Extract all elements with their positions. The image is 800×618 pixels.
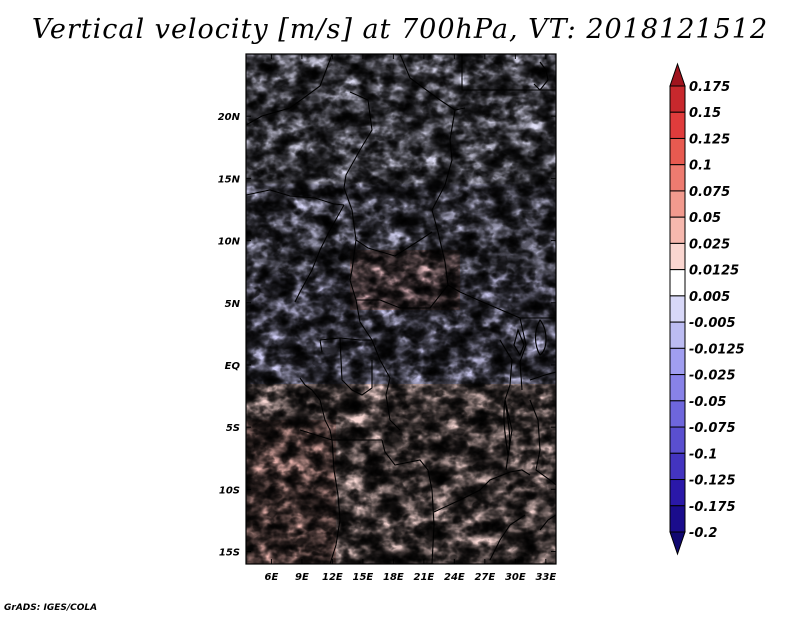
colorbar-swatch: [669, 347, 686, 376]
colorbar-swatch: [669, 164, 686, 192]
colorbar-swatch: [669, 479, 686, 507]
x-tick-label: 33E: [535, 572, 556, 583]
map-title: Vertical velocity [m/s] at 700hPa, VT: 2…: [31, 14, 769, 45]
colorbar: 0.175 0.15 0.125 0.1 0.075 0.05 0.025 0.0125 0.0…: [669, 62, 745, 556]
vertical-velocity-field: [246, 54, 556, 564]
colorbar-label: 0.1: [689, 159, 712, 174]
colorbar-label: 0.075: [689, 185, 730, 200]
y-tick-label: 10N: [218, 237, 241, 248]
colorbar-label: 0.025: [689, 237, 730, 252]
country-borders: [246, 54, 556, 564]
colorbar-label: 0.15: [689, 106, 721, 121]
y-tick-label: 15N: [218, 174, 241, 185]
y-tick-label: EQ: [225, 361, 241, 372]
colorbar-label: -0.1: [689, 447, 717, 462]
colorbar-swatch: [669, 216, 686, 244]
x-tick-label: 30E: [505, 572, 526, 583]
colorbar-label: -0.125: [689, 474, 736, 489]
colorbar-label: -0.005: [689, 316, 736, 331]
colorbar-swatch: [669, 137, 686, 166]
grads-credit: GrADS: IGES/COLA: [4, 603, 98, 613]
y-tick-label: 5S: [226, 423, 240, 434]
colorbar-label: -0.2: [689, 526, 717, 541]
colorbar-swatch: [669, 452, 686, 481]
x-tick-label: 6E: [265, 572, 279, 583]
x-tick-label: 15E: [353, 572, 374, 583]
colorbar-swatch: [669, 400, 686, 428]
colorbar-swatch: [669, 269, 686, 297]
x-tick-label: 27E: [474, 572, 495, 583]
y-tick-label: 15S: [219, 548, 240, 559]
y-tick-label: 20N: [218, 112, 241, 123]
colorbar-label: -0.075: [689, 421, 736, 436]
x-tick-label: 21E: [413, 572, 434, 583]
x-tick-label: 12E: [322, 572, 343, 583]
colorbar-label: -0.05: [689, 395, 726, 410]
colorbar-swatch: [669, 242, 686, 271]
colorbar-label: 0.005: [689, 290, 730, 305]
colorbar-swatch: [669, 295, 686, 323]
colorbar-swatch: [669, 190, 686, 218]
colorbar-bottom-arrow: [669, 531, 686, 556]
colorbar-swatch: [669, 374, 686, 402]
colorbar-label: 0.175: [689, 80, 730, 95]
colorbar-swatch: [669, 111, 686, 139]
map-axes: 6E 9E 12E 15E 18E 21E 24E 27E 30E 33E 20N 15N 10N 5N E…: [218, 54, 556, 583]
y-tick-label: 5N: [225, 299, 241, 310]
x-tick-label: 18E: [383, 572, 404, 583]
colorbar-label: -0.175: [689, 500, 736, 515]
colorbar-swatch: [669, 321, 686, 349]
x-tick-label: 24E: [444, 572, 465, 583]
lakes: [503, 61, 549, 456]
map-frame: [245, 53, 557, 565]
colorbar-label: 0.125: [689, 132, 730, 147]
colorbar-swatch: [669, 85, 686, 113]
colorbar-swatch: [669, 426, 686, 454]
x-tick-label: 9E: [295, 572, 309, 583]
colorbar-label: 0.0125: [689, 264, 739, 279]
y-tick-label: 10S: [219, 485, 240, 496]
colorbar-top-arrow: [669, 62, 686, 87]
colorbar-label: -0.0125: [689, 342, 745, 357]
colorbar-swatch: [669, 505, 686, 533]
colorbar-label: -0.025: [689, 369, 736, 384]
colorbar-label: 0.05: [689, 211, 721, 226]
